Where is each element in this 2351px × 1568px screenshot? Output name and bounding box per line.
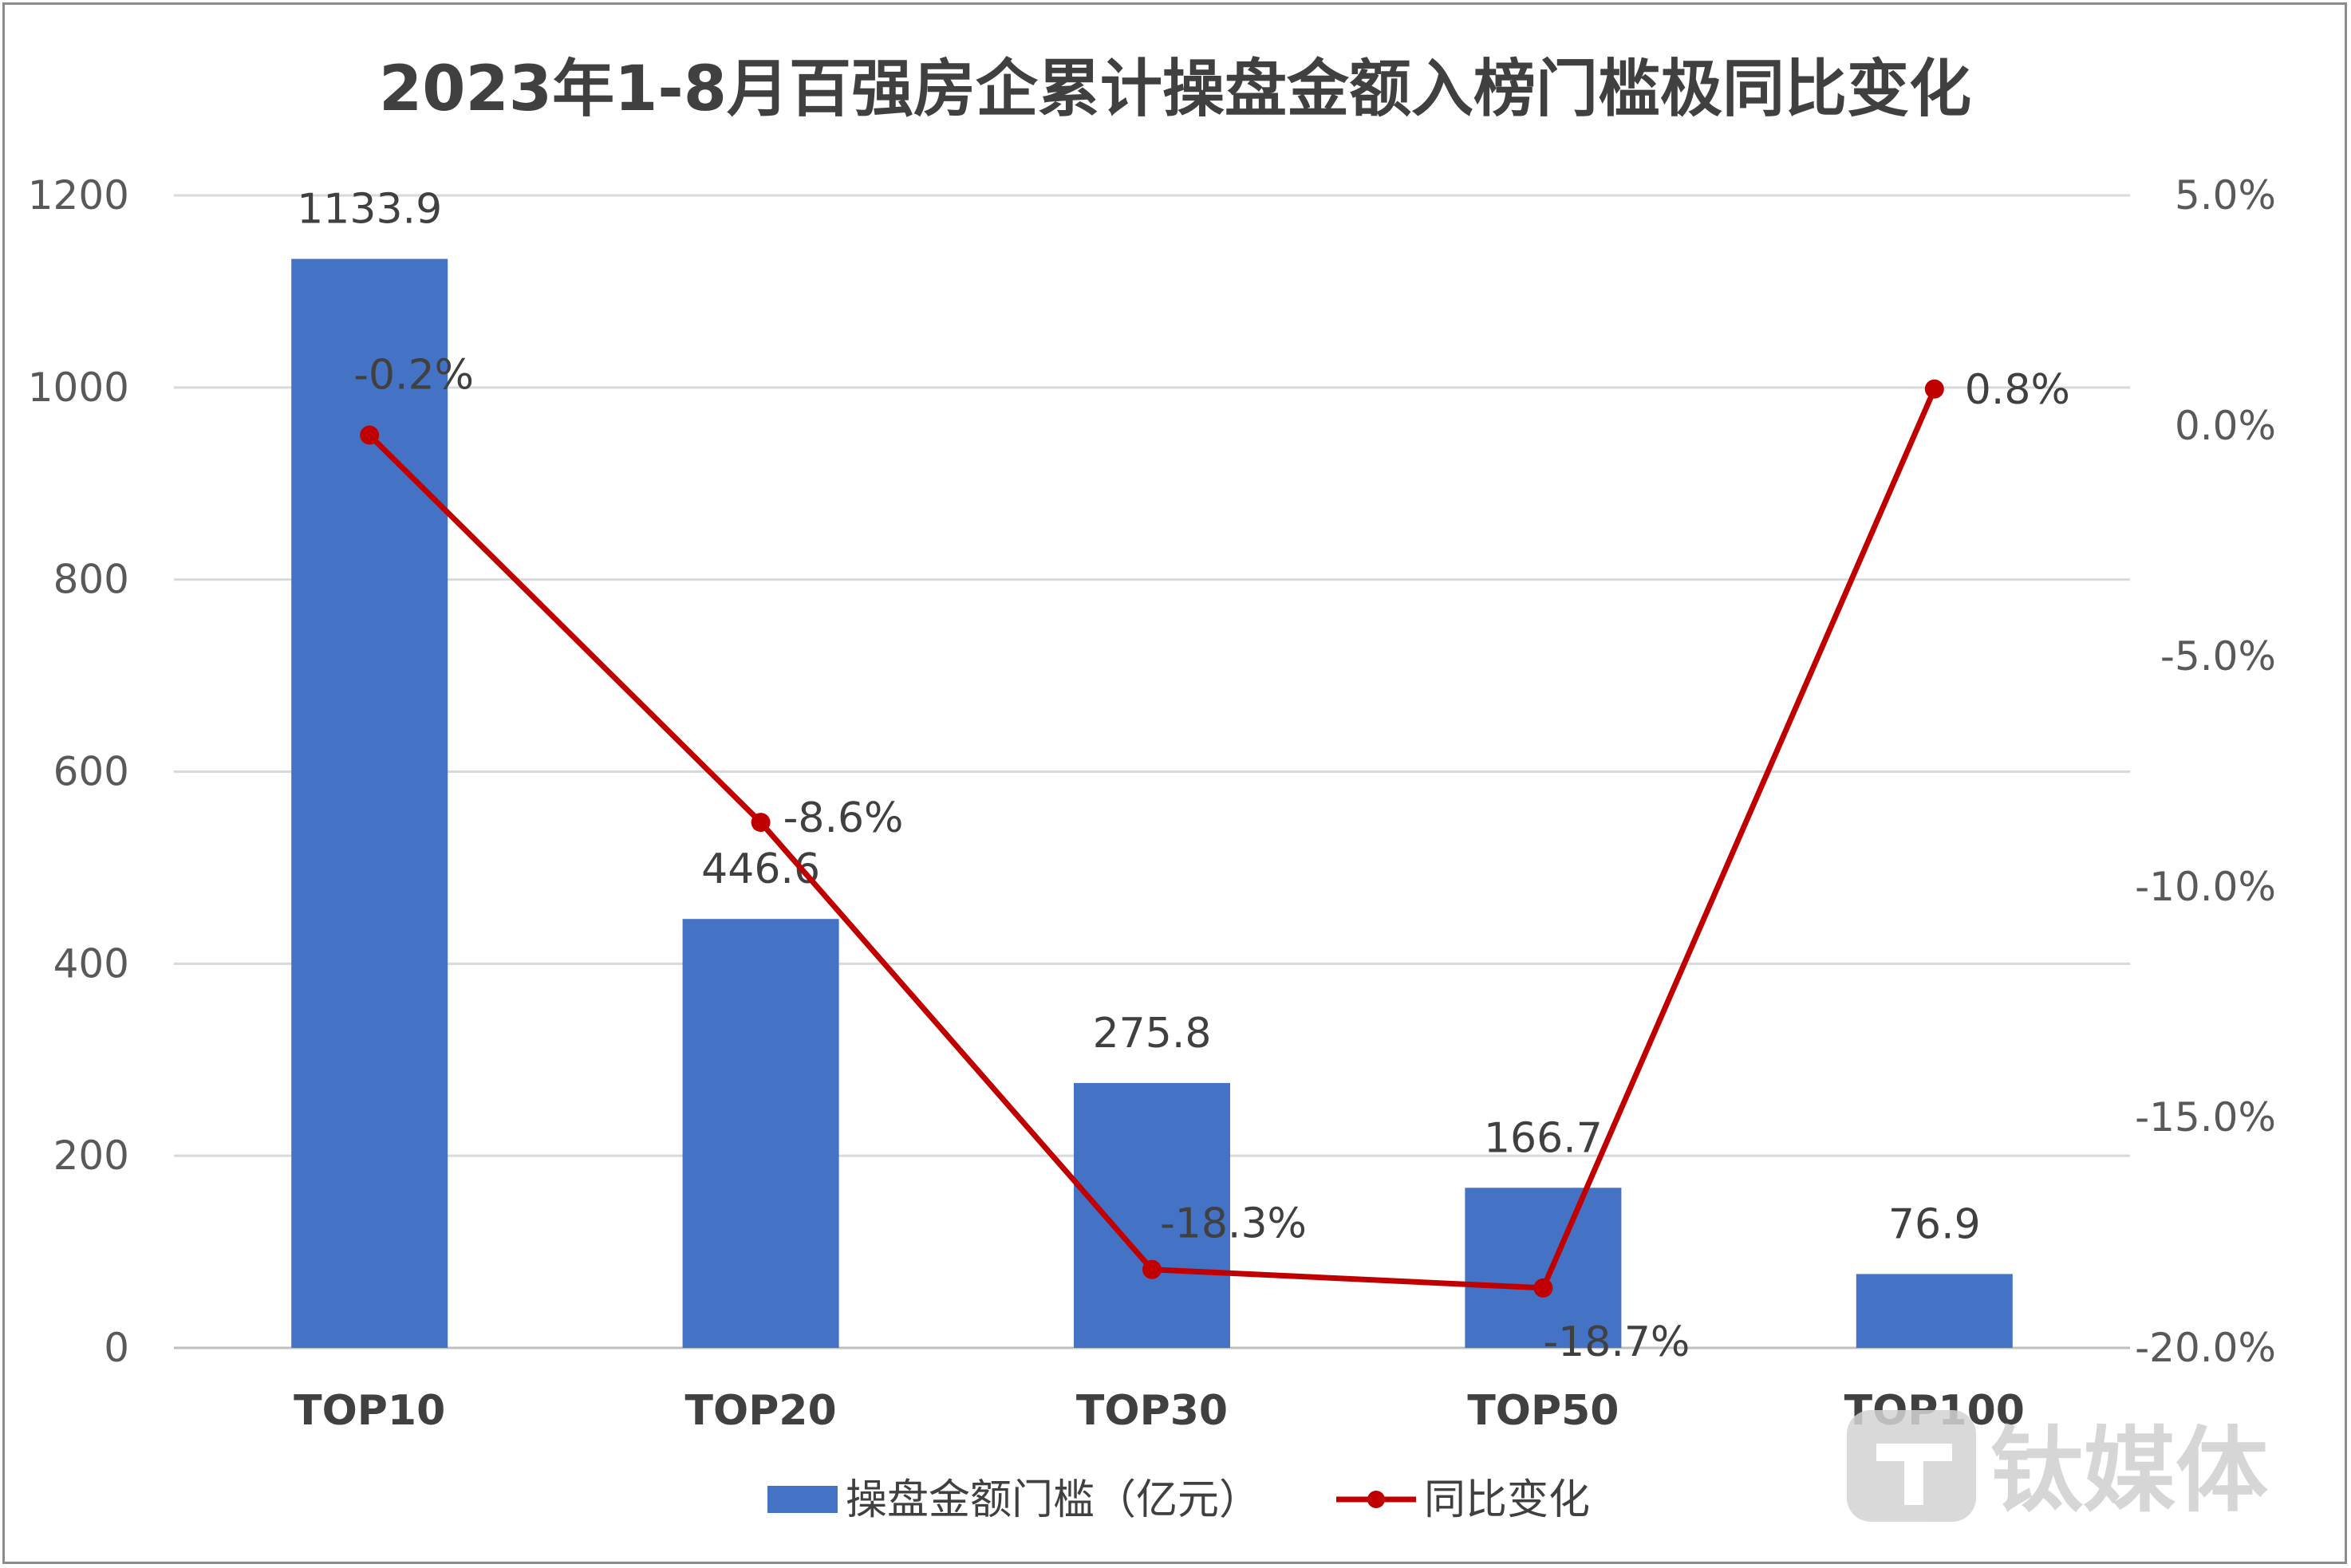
category-axis: TOP10TOP20TOP30TOP50TOP100	[294, 1387, 2025, 1435]
bar-top20	[682, 919, 839, 1348]
bar-top50	[1465, 1188, 1622, 1348]
line-data-label: -18.7%	[1543, 1318, 1690, 1366]
category-label: TOP20	[685, 1387, 837, 1435]
line-series: -0.2% -8.6% -18.3% -18.7% 0.8%	[353, 352, 2070, 1366]
left-tick-label: 400	[53, 940, 129, 987]
left-tick-label: 1200	[28, 172, 129, 219]
bar-top100	[1856, 1274, 2013, 1348]
legend: 操盘金额门槛（亿元） 同比变化	[767, 1476, 1590, 1524]
legend-line-marker	[1367, 1491, 1385, 1508]
line-data-label: -8.6%	[783, 794, 904, 842]
category-label: TOP10	[294, 1387, 445, 1435]
right-tick-label: -15.0%	[2135, 1094, 2276, 1141]
watermark-text: 钛媒体	[1990, 1417, 2268, 1525]
bar-data-label: 76.9	[1888, 1200, 1981, 1248]
bar-data-label: 166.7	[1484, 1114, 1603, 1162]
category-label: TOP50	[1467, 1387, 1619, 1435]
right-axis: -20.0% -15.0% -10.0% -5.0% 0.0% 5.0%	[2135, 172, 2276, 1371]
line-data-label: 0.8%	[1965, 366, 2070, 414]
left-tick-label: 200	[53, 1133, 129, 1179]
watermark: 钛媒体	[1847, 1410, 2268, 1525]
line-data-label: -18.3%	[1160, 1200, 1307, 1248]
chart-title: 2023年1-8月百强房企累计操盘金额入榜门槛极同比变化	[379, 53, 1971, 125]
right-tick-label: -5.0%	[2160, 633, 2276, 680]
line-data-label: -0.2%	[353, 352, 474, 400]
legend-label-line: 同比变化	[1424, 1476, 1590, 1524]
legend-label-bar: 操盘金额门槛（亿元）	[846, 1476, 1260, 1524]
legend-bar-swatch	[767, 1486, 838, 1513]
gridlines	[174, 194, 2130, 1349]
category-label: TOP30	[1076, 1387, 1228, 1435]
right-tick-label: 5.0%	[2175, 172, 2276, 219]
left-tick-label: 0	[104, 1325, 129, 1371]
bar-top10	[291, 258, 448, 1348]
left-axis: 0 200 400 600 800 1000 1200	[28, 172, 129, 1371]
line-point	[360, 425, 380, 445]
right-tick-label: -20.0%	[2135, 1325, 2276, 1371]
bar-data-label: 1133.9	[297, 186, 442, 234]
left-tick-label: 1000	[28, 364, 129, 411]
right-tick-label: 0.0%	[2175, 403, 2276, 449]
line-point	[1533, 1278, 1553, 1298]
line-point	[1924, 379, 1944, 399]
left-tick-label: 800	[53, 557, 129, 603]
right-tick-label: -10.0%	[2135, 864, 2276, 910]
left-tick-label: 600	[53, 749, 129, 795]
bar-data-label: 275.8	[1093, 1010, 1212, 1058]
line-point	[751, 813, 771, 833]
bar-top30	[1074, 1082, 1230, 1348]
line-point	[1142, 1259, 1162, 1279]
